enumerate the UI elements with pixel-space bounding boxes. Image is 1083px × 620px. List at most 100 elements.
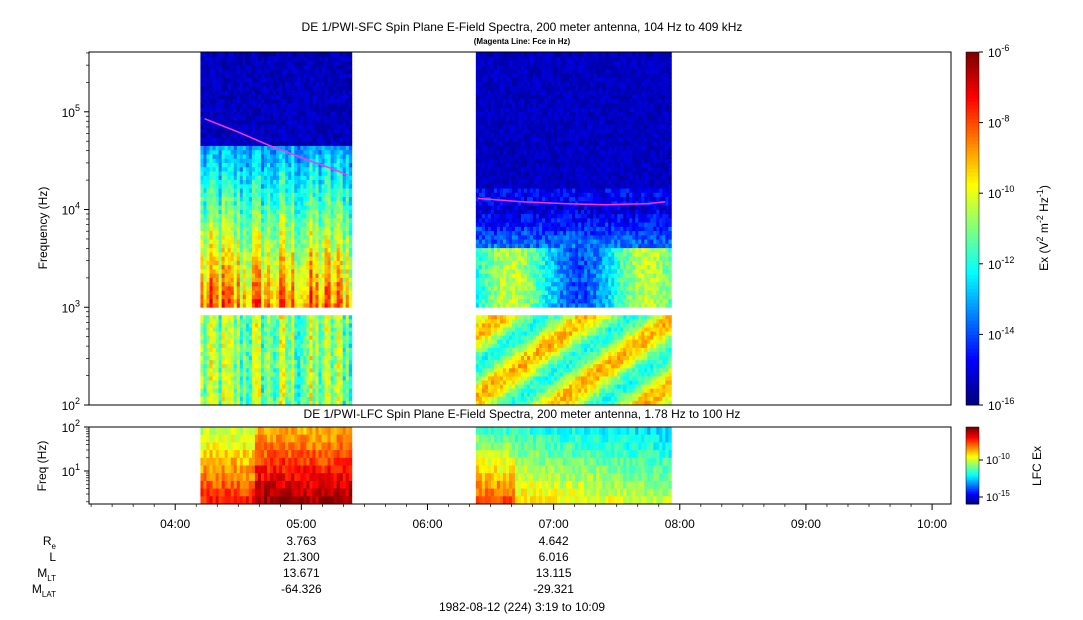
spectrogram-cell	[511, 264, 516, 270]
spectrogram-cell	[267, 200, 271, 206]
spectrogram-cell	[339, 380, 344, 386]
spectrogram-cell	[224, 243, 229, 249]
spectrogram-cell	[212, 388, 216, 394]
spectrogram-cell	[291, 356, 295, 361]
spectrogram-cell	[273, 158, 277, 164]
spectrogram-cell	[318, 400, 322, 406]
spectrogram-cell	[288, 243, 292, 249]
spectrogram-cell	[294, 103, 298, 108]
spectrogram-cell	[251, 94, 256, 100]
spectrogram-cell	[303, 360, 307, 365]
spectrogram-cell	[342, 290, 347, 295]
spectrogram-cell	[297, 69, 301, 74]
spectrogram-cell	[236, 217, 241, 223]
spectrogram-cell	[336, 264, 341, 270]
spectrogram-cell	[333, 128, 338, 134]
spectrogram-cell	[236, 298, 241, 304]
spectrogram-cell	[303, 158, 307, 164]
spectrogram-cell	[656, 281, 660, 287]
spectrogram-cell	[270, 132, 274, 138]
spectrogram-cell	[264, 285, 268, 291]
spectrogram-cell	[264, 347, 268, 353]
spectrogram-cell	[254, 277, 259, 283]
spectrogram-cell	[572, 268, 576, 274]
spectrogram-cell	[478, 251, 483, 257]
spectrogram-cell	[611, 277, 615, 283]
spectrogram-cell	[318, 247, 322, 253]
spectrogram-cell	[254, 380, 259, 386]
spectrogram-cell	[297, 343, 301, 349]
spectrogram-cell	[270, 188, 274, 193]
spectrogram-cell	[590, 294, 594, 300]
spectrogram-cell	[270, 400, 274, 406]
spectrogram-cell	[536, 256, 540, 261]
spectrogram-cell	[215, 268, 219, 274]
spectrogram-cell	[270, 268, 274, 274]
spectrogram-cell	[315, 192, 319, 198]
spectrogram-cell	[206, 290, 210, 295]
spectrogram-cell	[300, 303, 304, 308]
spectrogram-cell	[260, 281, 265, 287]
spectrogram-cell	[318, 213, 322, 219]
spectrogram-cell	[517, 273, 522, 278]
spectrogram-cell	[276, 264, 280, 270]
spectrogram-cell	[348, 188, 353, 193]
spectrogram-cell	[273, 217, 277, 223]
spectrogram-cell	[264, 327, 268, 332]
spectrogram-cell	[333, 243, 338, 249]
spectrogram-cell	[212, 90, 216, 95]
spectrogram-cell	[233, 90, 238, 95]
spectrogram-cell	[276, 372, 280, 377]
spectrogram-cell	[291, 268, 295, 274]
spectrogram-cell	[300, 175, 304, 181]
spectrogram-cell	[539, 268, 543, 274]
spectrogram-cell	[224, 179, 229, 185]
spectrogram-cell	[227, 277, 232, 283]
spectrogram-cell	[279, 175, 283, 181]
spectrogram-cell	[493, 290, 498, 295]
spectrogram-cell	[587, 247, 591, 253]
spectrogram-cell	[212, 107, 216, 112]
spectrogram-cell	[306, 103, 310, 108]
spectrogram-cell	[318, 103, 322, 108]
spectrogram-cell	[227, 183, 232, 189]
spectrogram-cell	[233, 290, 238, 295]
spectrogram-cell	[279, 264, 283, 270]
spectrogram-cell	[215, 52, 219, 57]
spectrogram-cell	[276, 277, 280, 283]
spectrogram-cell	[236, 175, 241, 181]
spectrogram-cell	[224, 277, 229, 283]
spectrogram-cell	[248, 273, 253, 278]
spectrogram-cell	[257, 380, 262, 386]
spectrogram-cell	[644, 294, 648, 300]
spectrogram-cell	[215, 94, 219, 100]
spectrogram-cell	[221, 90, 226, 95]
spectrogram-cell	[270, 264, 274, 270]
spectrogram-cell	[209, 149, 213, 155]
spectrogram-cell	[260, 335, 265, 341]
spectrogram-cell	[221, 86, 226, 91]
spectrogram-cell	[318, 124, 322, 129]
spectrogram-cell	[267, 351, 271, 357]
spectrogram-cell	[245, 60, 250, 66]
spectrogram-cell	[330, 115, 335, 121]
spectrogram-cell	[257, 384, 262, 390]
spectrogram-cell	[481, 268, 486, 274]
spectrogram-cell	[297, 356, 301, 361]
spectrogram-cell	[297, 380, 301, 386]
spectrogram-cell	[342, 196, 347, 202]
spectrogram-cell	[227, 347, 232, 353]
spectrogram-cell	[248, 277, 253, 283]
spectrogram-cell	[300, 188, 304, 193]
spectrogram-cell	[342, 213, 347, 219]
spectrogram-cell	[297, 98, 301, 104]
spectrogram-cell	[242, 149, 247, 155]
spectrogram-cell	[306, 380, 310, 386]
spectrogram-cell	[221, 217, 226, 223]
spectrogram-cell	[239, 327, 244, 332]
spectrogram-cell	[342, 141, 347, 146]
spectrogram-cell	[285, 364, 289, 369]
spectrogram-cell	[248, 234, 253, 240]
spectrogram-cell	[505, 268, 510, 274]
spectrogram-cell	[200, 188, 204, 193]
